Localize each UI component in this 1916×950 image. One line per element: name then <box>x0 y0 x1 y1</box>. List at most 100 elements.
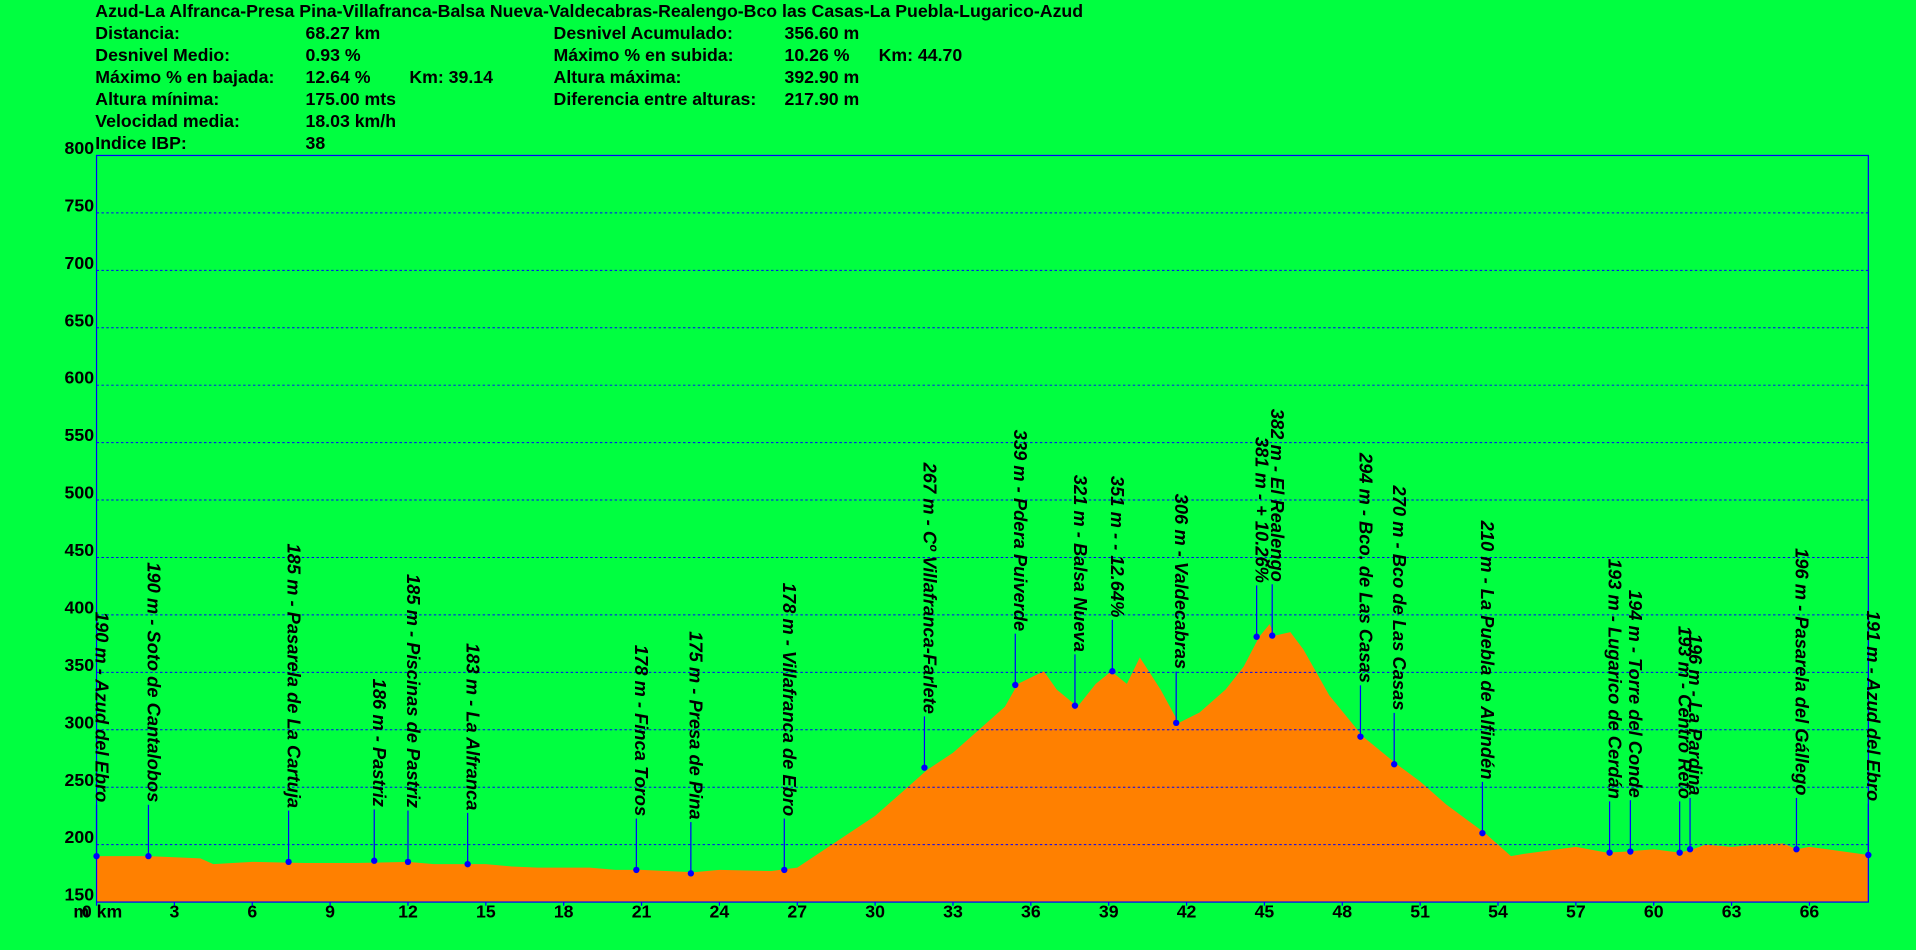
waypoint <box>404 858 412 866</box>
waypoint <box>1357 733 1364 740</box>
waypoint <box>1479 829 1486 837</box>
stat-value: 0.93 % <box>305 45 360 65</box>
waypoint-label: 196 m - La Pardina <box>1685 634 1706 796</box>
waypoint-label: 185 m - Pasarela de La Cartuja <box>283 543 304 808</box>
stat-extra: Km: 44.70 <box>879 45 963 65</box>
x-tick-label: 39 <box>1099 902 1119 922</box>
y-tick-label: 550 <box>65 425 95 445</box>
x-tick-label: 0 km <box>82 902 122 922</box>
x-tick-label: 15 <box>476 902 496 922</box>
waypoint-label: 175 m - Presa de Pina <box>686 631 707 819</box>
y-tick-label: 300 <box>65 712 95 732</box>
waypoint-label: 193 m - Centro Reto <box>1674 626 1695 799</box>
x-tick-label: 9 <box>325 902 335 922</box>
plot-frame <box>95 154 1869 903</box>
waypoint-label: 193 m - Lugarico de Cerdán <box>1604 559 1625 799</box>
stat-value: 10.26 % <box>784 45 849 65</box>
y-tick-label: 400 <box>65 597 95 617</box>
waypoint-label: 178 m - Finca Toros <box>631 645 652 816</box>
stat-value: 217.90 m <box>784 89 859 109</box>
y-tick-label: 200 <box>65 827 95 847</box>
x-tick-label: 42 <box>1177 902 1197 922</box>
y-tick-label: 650 <box>65 310 95 330</box>
stat-label: Velocidad media: <box>95 111 240 131</box>
waypoint-label: 185 m - Piscinas de Pastriz <box>403 574 424 809</box>
waypoint <box>93 852 100 860</box>
waypoint <box>1686 846 1694 853</box>
waypoint <box>633 866 640 874</box>
waypoint <box>1793 846 1800 853</box>
waypoint-label: 306 m - Valdecabras <box>1171 494 1192 669</box>
stat-label: Altura máxima: <box>554 67 682 87</box>
waypoint <box>781 866 788 874</box>
waypoint <box>921 764 928 771</box>
x-tick-label: 66 <box>1800 902 1820 922</box>
waypoint <box>464 860 471 868</box>
waypoint-label: 190 m - Soto de Cantalobos <box>143 562 164 802</box>
waypoint-label: 210 m - La Puebla de Alfindén <box>1477 520 1498 780</box>
waypoint <box>1173 719 1180 727</box>
waypoint <box>1606 849 1613 856</box>
waypoint <box>1109 668 1116 675</box>
stat-label: Desnivel Medio: <box>95 45 230 65</box>
x-tick-label: 3 <box>169 902 179 922</box>
x-tick-label: 30 <box>865 902 885 922</box>
y-tick-label: 350 <box>65 655 95 675</box>
waypoint <box>145 852 152 860</box>
waypoint-label: 351 m - - 12.64% <box>1107 476 1128 618</box>
waypoint <box>1391 761 1398 768</box>
x-tick-label: 12 <box>398 902 418 922</box>
waypoint-label: 339 m - Pdera Puiverde <box>1010 430 1031 632</box>
waypoint <box>1269 632 1276 639</box>
waypoint-label: 178 m - Villafranca de Ebro <box>779 583 800 816</box>
elevation-area <box>96 624 1869 903</box>
x-tick-label: 27 <box>787 902 807 922</box>
stat-label: Diferencia entre alturas: <box>554 89 757 109</box>
waypoint <box>1012 681 1019 689</box>
waypoint-label: 191 m - Azud del Ebro <box>1863 611 1884 802</box>
y-tick-label: 600 <box>65 368 95 388</box>
waypoint <box>1676 849 1683 856</box>
waypoint <box>1865 851 1872 859</box>
stat-value: 38 <box>305 133 325 153</box>
stat-label: Altura mínima: <box>95 89 219 109</box>
y-tick-label: 250 <box>65 770 95 790</box>
stat-label: Máximo % en bajada: <box>95 67 274 87</box>
stat-label: Desnivel Acumulado: <box>554 23 733 43</box>
waypoint-label: 190 m - Azud del Ebro <box>91 612 112 803</box>
waypoint <box>1253 633 1260 640</box>
waypoint-label: 270 m - Bco de Las Casas <box>1389 485 1410 711</box>
x-tick-label: 6 <box>247 902 257 922</box>
stat-label: Indice IBP: <box>95 133 186 153</box>
stat-value: 18.03 km/h <box>305 111 396 131</box>
x-tick-label: 51 <box>1410 902 1430 922</box>
x-tick-label: 63 <box>1722 902 1742 922</box>
stat-value: 68.27 km <box>305 23 380 43</box>
x-tick-label: 45 <box>1255 902 1275 922</box>
y-axis-label: m <box>73 902 89 922</box>
x-tick-label: 54 <box>1488 902 1508 922</box>
y-tick-label: 700 <box>65 253 95 273</box>
waypoint <box>1627 848 1634 855</box>
waypoint-label: 196 m - Pasarela del Gállego <box>1791 548 1812 795</box>
y-tick-label: 750 <box>65 195 95 215</box>
x-tick-label: 33 <box>943 902 963 922</box>
waypoint-label: 194 m - Torre del Conde <box>1625 590 1646 798</box>
waypoint-label: 321 m - Balsa Nueva <box>1070 475 1091 652</box>
stat-label: Distancia: <box>95 23 180 43</box>
chart-title: Azud-La Alfranca-Presa Pina-Villafranca-… <box>95 1 1083 21</box>
stat-label: Máximo % en subida: <box>554 45 734 65</box>
stat-value: 356.60 m <box>784 23 859 43</box>
y-tick-label: 150 <box>65 885 95 905</box>
x-tick-label: 48 <box>1332 902 1352 922</box>
waypoint <box>1071 702 1079 709</box>
x-tick-label: 36 <box>1021 902 1041 922</box>
waypoint <box>687 870 695 877</box>
stat-value: 12.64 % <box>305 67 370 87</box>
waypoint-label: 267 m - Cº Villafranca-Farlete <box>919 462 940 714</box>
waypoint <box>371 857 378 864</box>
x-tick-label: 57 <box>1566 902 1586 922</box>
x-tick-label: 18 <box>554 902 574 922</box>
stat-value: 175.00 mts <box>305 89 396 109</box>
